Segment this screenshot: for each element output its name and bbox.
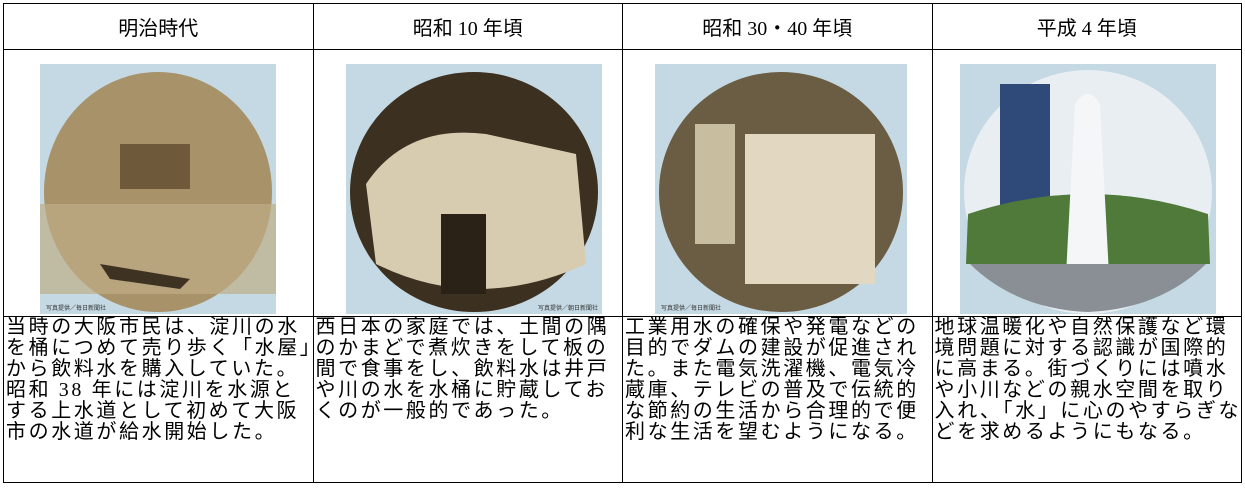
- photo-cell: 写真提供／毎日新聞社: [622, 49, 933, 317]
- header-cell: 昭和 30・40 年頃: [622, 3, 933, 50]
- photo: [345, 64, 602, 314]
- desc-line: や小川などの親水空間を取り: [934, 379, 1229, 401]
- desc-line: のかまどで煮炊きをして板の: [315, 337, 609, 359]
- desc-line: に高まる。街づくりには噴水: [934, 358, 1229, 380]
- desc-cell: 地球温暖化や自然保護など環 境問題に対する認識が国際的 に高まる。街づくりには噴水や…: [931, 316, 1242, 483]
- header-row: 明治時代 昭和 10 年頃 昭和 30・40 年頃 平成 4 年頃: [3, 3, 1242, 50]
- desc-line: 西日本の家庭では、土間の隅: [315, 316, 610, 338]
- desc-line: 蔵庫、テレビの普及で伝統的: [625, 379, 919, 401]
- desc-line: する上水道として初めて大阪: [6, 400, 300, 422]
- desc-line: 市の水道が給水開始した。: [6, 421, 278, 443]
- photo-cell: [931, 49, 1242, 317]
- photo-cell: 写真提供／毎日新聞社: [3, 49, 314, 317]
- photo-cell: 写真提供／朝日新聞社: [312, 49, 623, 317]
- desc-line: 境問題に対する認識が国際的: [934, 337, 1229, 359]
- desc-cell: 西日本の家庭では、土間の隅 のかまどで煮炊きをして板の 間で食事をし、飲料水は井戸や…: [312, 316, 623, 483]
- text-row: 当時の大阪市民は、淀川の水 を桶につめて売り歩く「水屋」 から飲料水を購入していた。…: [3, 316, 1242, 483]
- photo: [655, 64, 907, 314]
- desc-cell: 当時の大阪市民は、淀川の水 を桶につめて売り歩く「水屋」 から飲料水を購入していた。…: [3, 316, 314, 483]
- header-cell: 平成 4 年頃: [931, 3, 1242, 50]
- desc-line: 目的でダムの建設が促進され: [625, 337, 919, 359]
- desc-line: から飲料水を購入していた。: [6, 358, 300, 380]
- desc-line: や川の水を水桶に貯蔵してお: [315, 379, 609, 401]
- photo-credit: 写真提供／毎日新聞社: [46, 306, 107, 312]
- desc-line: た。また電気洗濯機、電気冷: [625, 358, 919, 380]
- desc-line: どを求めるようにもなる。: [934, 421, 1206, 443]
- desc-line: 地球温暖化や自然保護など環: [934, 316, 1229, 338]
- photo: [40, 64, 276, 314]
- desc-line: 間で食事をし、飲料水は井戸: [315, 358, 610, 380]
- desc-line: 工業用水の確保や発電などの: [625, 316, 919, 338]
- desc-line: な節約の生活から合理的で便: [625, 400, 919, 422]
- desc-line: 当時の大阪市民は、淀川の水: [6, 316, 300, 338]
- desc-line: を桶につめて売り歩く「水屋」: [6, 337, 313, 359]
- header-cell: 昭和 10 年頃: [312, 3, 623, 50]
- photo-credit: 写真提供／朝日新聞社: [537, 306, 598, 312]
- desc-line: 入れ、「水」に心のやすらぎな: [934, 400, 1242, 422]
- desc-cell: 工業用水の確保や発電などの 目的でダムの建設が促進され た。また電気洗濯機、電気冷蔵…: [622, 316, 933, 483]
- desc-line: 昭和 38 年には淀川を水源と: [6, 379, 295, 401]
- header-cell: 明治時代: [3, 3, 314, 50]
- desc-line: くのが一般的であった。: [315, 400, 564, 422]
- desc-line: 利な生活を望むようになる。: [625, 421, 919, 443]
- photo: [959, 64, 1216, 314]
- photo-credit: 写真提供／毎日新聞社: [661, 306, 722, 312]
- era-table: 明治時代 昭和 10 年頃 昭和 30・40 年頃 平成 4 年頃 写真提供／毎…: [3, 3, 1242, 483]
- photo-row: 写真提供／毎日新聞社 写真提供／朝日新聞社 写真提供／毎日新聞社: [3, 49, 1242, 317]
